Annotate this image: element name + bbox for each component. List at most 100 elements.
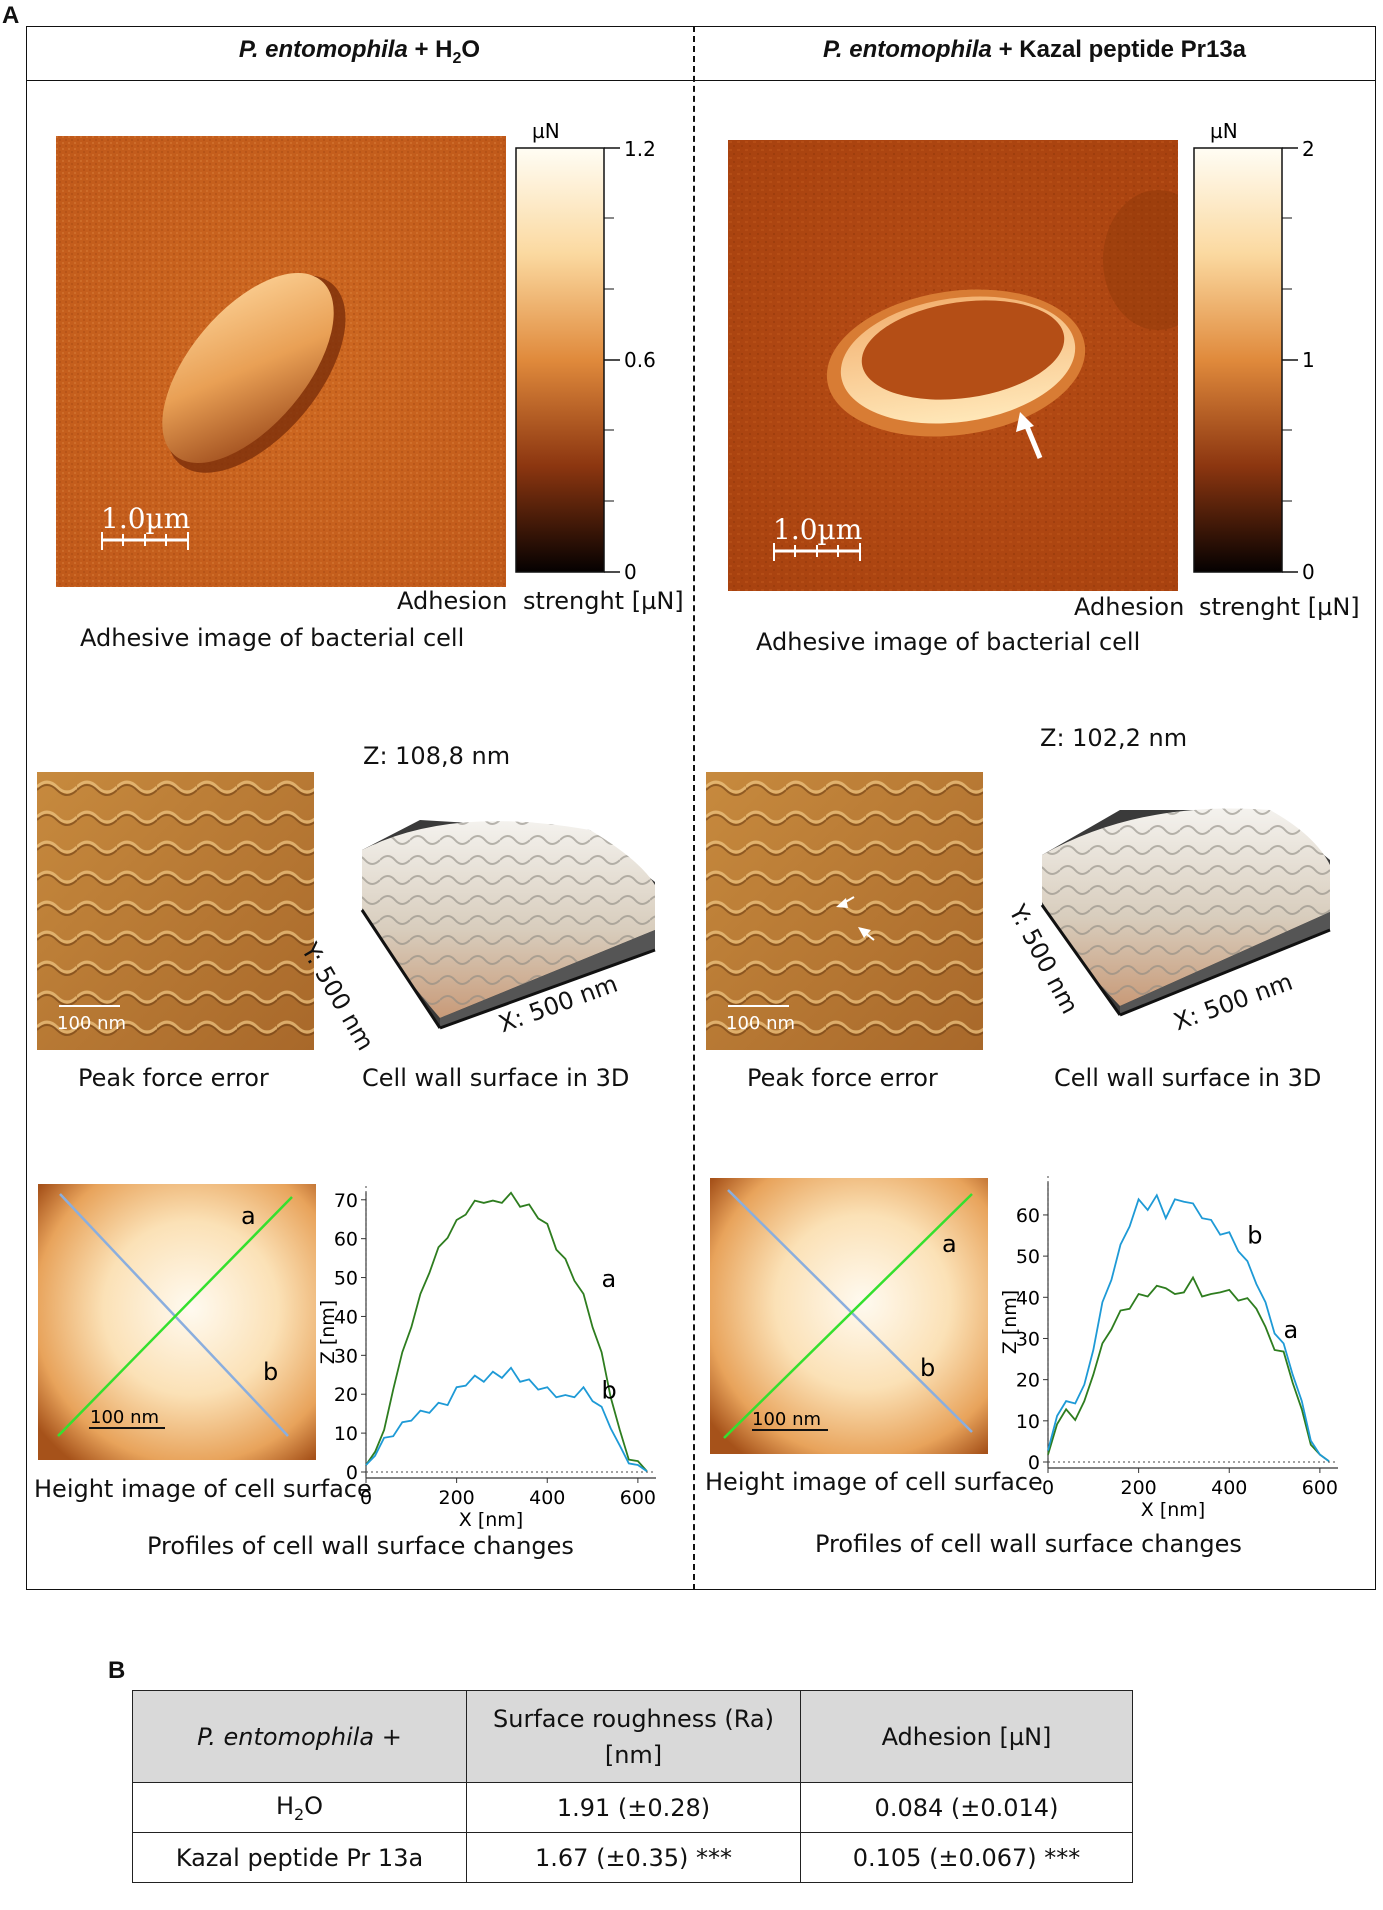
table-cell-roughness: 1.91 (±0.28) (466, 1782, 801, 1833)
y-tick-label: 0 (346, 1462, 358, 1484)
left-colorbar-tick-mid: 0.6 (624, 348, 656, 372)
x-axis-label: X [nm] (1141, 1499, 1205, 1520)
results-table: P. entomophila + Surface roughness (Ra) … (132, 1690, 1133, 1883)
left-peak-caption: Peak force error (78, 1064, 269, 1092)
series-label-b: b (1247, 1222, 1262, 1250)
left-surface-caption: Cell wall surface in 3D (362, 1064, 630, 1092)
y-tick-label: 20 (334, 1384, 358, 1406)
x-axis-label: X [nm] (459, 1509, 523, 1530)
right-surface-caption: Cell wall surface in 3D (1054, 1064, 1322, 1092)
x-tick-label: 400 (1211, 1477, 1247, 1499)
right-peak-caption: Peak force error (747, 1064, 938, 1092)
left-z-label: Z: 108,8 nm (363, 742, 511, 770)
y-tick-label: 60 (1016, 1205, 1040, 1227)
left-profile-chart: 0 10 20 30 40 50 60 70 0 200 400 600 X [nm] Z [nm] a b (318, 1186, 656, 1530)
right-line-b: b (920, 1354, 935, 1382)
right-scale-label: 1.0µm (773, 513, 862, 546)
series-label-b: b (602, 1376, 617, 1404)
right-peak-force-image: 100 nm (706, 772, 983, 1050)
right-column-header: P. entomophila + Kazal peptide Pr13a (693, 36, 1376, 64)
table-row1-label-main: H (275, 1791, 294, 1820)
header-divider (26, 80, 1376, 81)
table-cell-treatment: H2O (132, 1782, 467, 1833)
left-header-tail: O (461, 36, 481, 63)
x-tick-label: 600 (1302, 1477, 1338, 1499)
y-tick-label: 30 (1016, 1328, 1040, 1350)
right-header-tail: + Kazal peptide Pr13a (991, 36, 1247, 63)
x-tick-label: 0 (1042, 1477, 1054, 1499)
left-scale-label: 1.0µm (101, 502, 190, 535)
panel-a-frame (26, 26, 1376, 1590)
table-cell-roughness: 1.67 (±0.35) *** (466, 1832, 801, 1883)
panel-b-label: B (108, 1657, 126, 1684)
right-colorbar-tick-max: 2 (1302, 137, 1315, 161)
series-line-b (1047, 1193, 1330, 1462)
x-tick-label: 600 (620, 1487, 656, 1509)
left-header-species: P. entomophila (238, 36, 408, 63)
left-height-caption: Height image of cell surface (34, 1475, 372, 1503)
right-height-caption: Height image of cell surface (705, 1468, 1043, 1496)
table-row: H2O 1.91 (±0.28) 0.084 (±0.014) (132, 1782, 1133, 1833)
right-profiles-caption: Profiles of cell wall surface changes (815, 1530, 1242, 1558)
series-label-a: a (1284, 1316, 1299, 1344)
right-adhesion-image: 1.0µm (728, 140, 1178, 591)
x-tick-label: 0 (360, 1487, 372, 1509)
right-adhesion-label-1: Adhesion (1074, 593, 1185, 621)
table-header-adhesion: Adhesion [µN] (800, 1690, 1133, 1783)
y-tick-label: 10 (1016, 1411, 1040, 1433)
y-tick-label: 40 (334, 1306, 358, 1328)
y-tick-label: 70 (334, 1190, 358, 1212)
left-header-sub: 2 (452, 49, 462, 67)
right-3d-surface (1040, 808, 1331, 1017)
left-profiles-caption: Profiles of cell wall surface changes (147, 1532, 574, 1560)
table-header-species-text: P. entomophila + (197, 1722, 402, 1751)
y-tick-label: 30 (334, 1345, 358, 1367)
x-tick-label: 200 (1120, 1477, 1156, 1499)
left-peak-scale: 100 nm (57, 1013, 126, 1034)
table-header-species: P. entomophila + (132, 1690, 467, 1783)
right-height-image: a b 100 nm (710, 1178, 988, 1454)
left-line-b: b (263, 1358, 278, 1386)
series-label-a: a (602, 1265, 617, 1293)
right-adhesion-label-2: strenght [µN] (1199, 593, 1360, 621)
left-adhesion-label-2: strenght [µN] (523, 587, 684, 615)
table-row1-label-sub: 2 (293, 1804, 305, 1824)
right-colorbar-unit: µN (1210, 119, 1238, 143)
right-colorbar-tick-min: 0 (1302, 560, 1315, 584)
y-tick-label: 20 (1016, 1370, 1040, 1392)
y-tick-label: 0 (1028, 1452, 1040, 1474)
left-adhesion-label-1: Adhesion (397, 587, 508, 615)
table-header-roughness: Surface roughness (Ra) [nm] (466, 1690, 801, 1783)
y-tick-label: 50 (1016, 1246, 1040, 1268)
series-line-a (1047, 1275, 1330, 1462)
right-line-a: a (942, 1230, 957, 1258)
right-peak-scale: 100 nm (726, 1013, 795, 1034)
table-header-roughness-line1: Surface roughness (Ra) (493, 1704, 774, 1733)
table-header-roughness-line2: [nm] (604, 1740, 663, 1769)
table-cell-adhesion: 0.105 (±0.067) *** (800, 1832, 1133, 1883)
left-colorbar-tick-max: 1.2 (624, 137, 656, 161)
right-colorbar: µN 2 1 0 (1193, 119, 1315, 584)
right-z-label: Z: 102,2 nm (1040, 724, 1188, 752)
y-axis-label: Z [nm] (1000, 1290, 1021, 1354)
left-adhesion-image: 1.0µm (56, 136, 506, 587)
left-colorbar-unit: µN (532, 119, 560, 143)
y-tick-label: 10 (334, 1423, 358, 1445)
left-adhesive-caption: Adhesive image of bacterial cell (80, 624, 465, 652)
series-line-a (365, 1191, 648, 1472)
left-3d-surface (360, 820, 656, 1030)
right-height-scale: 100 nm (752, 1409, 821, 1430)
series-line-b (365, 1366, 648, 1472)
left-height-scale: 100 nm (90, 1407, 159, 1428)
y-tick-label: 40 (1016, 1287, 1040, 1309)
y-axis-label: Z [nm] (318, 1300, 339, 1364)
right-colorbar-tick-mid: 1 (1302, 348, 1315, 372)
right-header-species: P. entomophila (822, 36, 992, 63)
y-tick-label: 60 (334, 1229, 358, 1251)
center-dashed-divider (693, 26, 695, 1590)
left-peak-force-image: 100 nm (37, 772, 314, 1050)
table-header-row: P. entomophila + Surface roughness (Ra) … (132, 1690, 1133, 1783)
x-tick-label: 400 (529, 1487, 565, 1509)
left-height-image: a b 100 nm (38, 1184, 316, 1460)
